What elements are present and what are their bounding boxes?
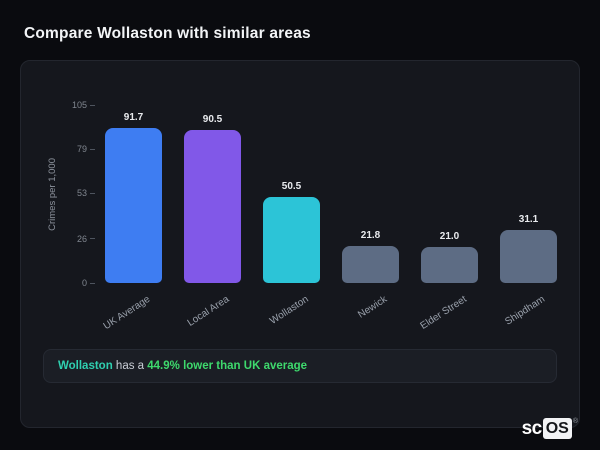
y-tick-mark-icon (90, 238, 95, 240)
bar-value-label: 31.1 (518, 214, 539, 226)
bar-group: 21.8 Newick (342, 105, 399, 321)
bar-value-label: 91.7 (123, 111, 144, 123)
bar-uk-average[interactable] (105, 127, 162, 283)
scos-logo: sc OS ® (522, 418, 578, 440)
y-tick: 105 (72, 100, 95, 110)
bar-plot: 91.7 UK Average 90.5 Local Area 50.5 Wollasto… (95, 105, 557, 332)
y-tick: 53 (77, 188, 95, 198)
x-axis-label: Local Area (185, 293, 232, 329)
bar-group: 90.5 Local Area (184, 105, 241, 329)
bar-value-label: 21.8 (360, 230, 381, 242)
x-axis-label: Wollaston (267, 293, 311, 327)
x-axis-label: UK Average (101, 293, 153, 333)
bar-value-label: 90.5 (202, 113, 223, 125)
y-tick-label: 105 (71, 100, 87, 110)
summary-note: Wollaston has a 44.9% lower than UK aver… (43, 349, 557, 383)
registered-icon: ® (572, 418, 578, 425)
y-tick: 0 (82, 278, 95, 288)
bar-group: 50.5 Wollaston (263, 105, 320, 327)
y-tick-label: 26 (76, 233, 87, 244)
y-tick-label: 79 (76, 144, 87, 155)
logo-prefix: sc (521, 418, 543, 439)
bar-newick[interactable] (342, 246, 399, 283)
x-axis-label: Newick (356, 293, 390, 321)
x-axis-label: Elder Street (418, 293, 469, 332)
bar-shipdham[interactable] (500, 230, 557, 283)
y-tick: 79 (77, 144, 95, 154)
bar-value-label: 50.5 (281, 181, 302, 193)
y-tick-mark-icon (90, 282, 95, 284)
page-title: Compare Wollaston with similar areas (24, 25, 311, 42)
y-axis-ticks: 105 79 53 26 0 (61, 100, 95, 288)
bar-elder-street[interactable] (421, 247, 478, 283)
bar-value-label: 21.0 (439, 231, 460, 243)
y-tick-label: 0 (81, 278, 87, 288)
bar-group: 91.7 UK Average (102, 105, 162, 332)
chart-card: Crimes per 1,000 105 79 53 26 0 91.7 UK Avera… (20, 60, 580, 428)
y-tick: 26 (77, 234, 95, 244)
y-tick-mark-icon (90, 148, 95, 150)
bar-wollaston[interactable] (263, 197, 320, 283)
bar-chart: Crimes per 1,000 105 79 53 26 0 91.7 UK Avera… (43, 100, 557, 332)
y-tick-mark-icon (90, 104, 95, 106)
note-area-name: Wollaston (58, 360, 113, 372)
y-axis-title: Crimes per 1,000 (46, 157, 58, 231)
logo-box: OS (542, 418, 572, 439)
y-axis-title-wrap: Crimes per 1,000 (43, 105, 61, 283)
x-axis-label: Shipdham (503, 293, 548, 328)
y-tick-mark-icon (90, 192, 95, 194)
bar-group: 31.1 Shipdham (500, 105, 557, 328)
y-tick-label: 53 (76, 188, 87, 199)
bar-group: 21.0 Elder Street (418, 105, 478, 332)
bar-local-area[interactable] (184, 129, 241, 283)
note-connector: has a (112, 360, 148, 372)
note-stat: 44.9% lower than UK average (147, 360, 308, 372)
